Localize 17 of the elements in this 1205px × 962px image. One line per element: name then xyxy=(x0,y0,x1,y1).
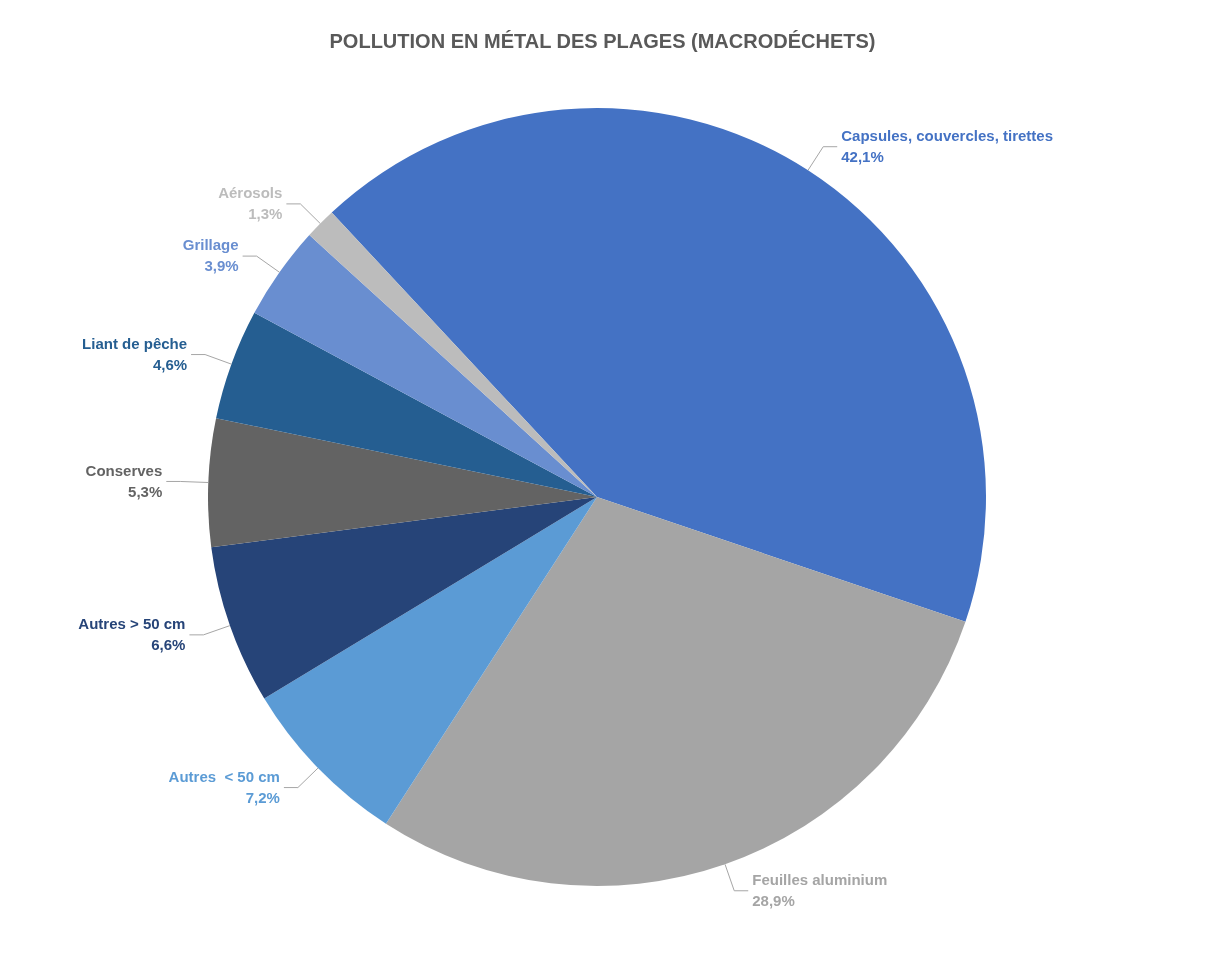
slice-label: Liant de pêche xyxy=(82,334,188,352)
data-label: 7,2% xyxy=(245,788,280,806)
slice-label: Autres > 50 cm xyxy=(78,615,186,633)
slice-label: Feuilles aluminium xyxy=(752,870,888,888)
slice-label: Autres < 50 cm xyxy=(168,767,280,785)
chart-title: POLLUTION EN MÉTAL DES PLAGES (MACRODÉCHETS) xyxy=(328,30,877,53)
slice-label: Aérosols xyxy=(218,184,283,202)
data-label: 1,3% xyxy=(248,205,283,223)
slice-label: Grillage xyxy=(182,236,239,254)
slice-label: Capsules, couvercles, tirettes xyxy=(841,126,1053,144)
data-label: 3,9% xyxy=(204,257,239,275)
data-label: 28,9% xyxy=(752,891,795,909)
data-label: 42,1% xyxy=(841,147,884,165)
data-label: 4,6% xyxy=(152,355,188,373)
data-label: 5,3% xyxy=(128,482,163,500)
data-label: 6,6% xyxy=(151,636,186,654)
slice-label: Conserves xyxy=(85,461,163,479)
